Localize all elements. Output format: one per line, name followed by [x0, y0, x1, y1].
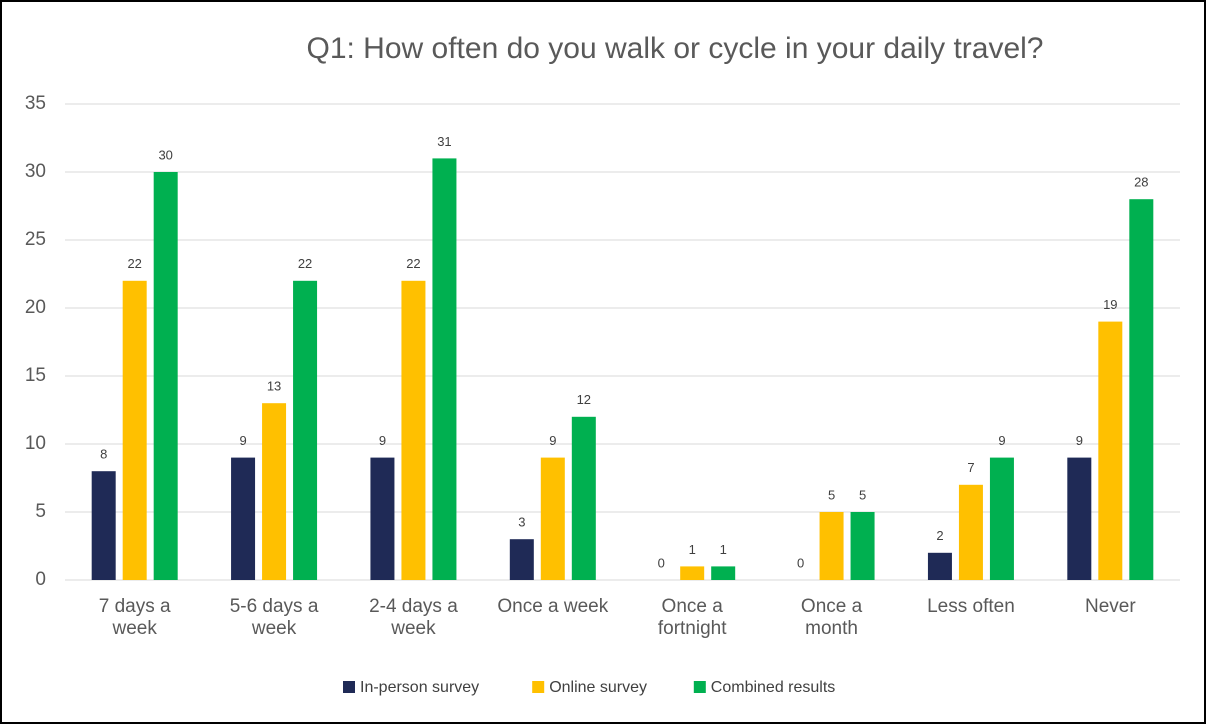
legend-label: Online survey — [549, 679, 647, 696]
x-tick-label: 2-4 days a week — [369, 596, 458, 639]
bar — [91, 471, 116, 580]
data-label: 22 — [298, 256, 312, 271]
x-tick-label: Once a week — [497, 596, 609, 617]
data-label: 1 — [689, 542, 696, 557]
data-label: 12 — [577, 392, 591, 407]
bar — [819, 512, 844, 580]
x-tick-label: 5-6 days a week — [229, 596, 319, 639]
data-label: 19 — [1103, 297, 1117, 312]
y-tick-label: 10 — [25, 433, 46, 454]
data-label: 30 — [158, 147, 172, 162]
y-tick-label: 20 — [25, 297, 46, 318]
data-label: 0 — [797, 555, 804, 570]
y-tick-label: 0 — [35, 569, 46, 590]
bar — [1098, 321, 1123, 580]
data-label: 9 — [1076, 433, 1083, 448]
legend-swatch — [343, 681, 355, 693]
x-tick-label: Once a fortnight — [657, 596, 727, 639]
data-label: 9 — [549, 433, 556, 448]
data-label: 5 — [859, 487, 866, 502]
data-label: 22 — [127, 256, 141, 271]
bar — [927, 552, 952, 580]
data-label: 1 — [720, 542, 727, 557]
data-label: 31 — [437, 134, 451, 149]
data-label: 5 — [828, 487, 835, 502]
bar — [571, 416, 596, 580]
legend-swatch — [532, 681, 545, 693]
x-tick-label: 7 days a week — [98, 596, 171, 639]
data-label: 8 — [100, 447, 107, 462]
data-label: 7 — [967, 460, 974, 475]
x-tick-label: Once a month — [800, 596, 863, 639]
data-label: 9 — [239, 433, 246, 448]
bar — [540, 457, 565, 580]
legend-swatch — [693, 681, 706, 693]
bar — [989, 457, 1014, 580]
data-label: 9 — [998, 433, 1005, 448]
bar — [680, 566, 705, 580]
y-tick-label: 25 — [25, 229, 46, 250]
legend-label: In-person survey — [360, 679, 479, 696]
bar — [850, 512, 875, 580]
y-tick-label: 35 — [25, 93, 46, 114]
y-tick-label: 30 — [25, 161, 46, 182]
chart-title: Q1: How often do you walk or cycle in yo… — [306, 32, 1043, 65]
y-tick-label: 5 — [35, 501, 46, 522]
bar — [401, 280, 426, 580]
bar — [711, 566, 736, 580]
bar — [153, 172, 178, 580]
data-label: 28 — [1134, 175, 1148, 190]
data-label: 9 — [379, 433, 386, 448]
bar — [1067, 457, 1092, 580]
bar — [370, 457, 395, 580]
bar — [262, 403, 287, 580]
x-tick-label: Less often — [927, 596, 1015, 617]
data-label: 22 — [406, 256, 420, 271]
legend-label: Combined results — [711, 679, 836, 696]
x-tick-label: Never — [1084, 596, 1136, 617]
data-label: 2 — [936, 528, 943, 543]
bar — [432, 158, 457, 580]
bar — [231, 457, 256, 580]
bar — [509, 539, 534, 580]
data-label: 0 — [658, 555, 665, 570]
data-label: 3 — [518, 515, 525, 530]
bar — [293, 280, 318, 580]
y-tick-label: 15 — [25, 365, 46, 386]
bar — [958, 484, 983, 580]
bar — [1129, 199, 1154, 580]
data-label: 13 — [267, 379, 281, 394]
bar — [122, 280, 147, 580]
